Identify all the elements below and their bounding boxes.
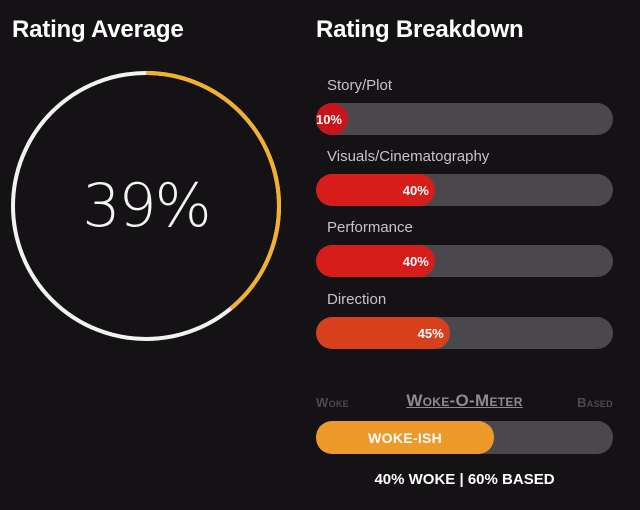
breakdown-percent: 40% [402, 182, 429, 198]
breakdown-fill: 10% [316, 103, 348, 135]
breakdown-label: Performance [327, 219, 413, 236]
breakdown-track: 40% [316, 174, 613, 206]
rating-ring-graphic [11, 71, 281, 341]
breakdown-label: Visuals/Cinematography [327, 148, 490, 165]
breakdown-item-performance: Performance 40% [316, 218, 613, 277]
rating-breakdown-title: Rating Breakdown [316, 16, 524, 43]
woke-o-meter-right-label: Based [577, 395, 613, 410]
breakdown-item-story-plot: Story/Plot 10% [316, 76, 613, 135]
woke-o-meter-title: Woke-O-Meter [406, 391, 523, 410]
breakdown-track: 10% [316, 103, 613, 135]
woke-o-meter-header: Woke Woke-O-Meter Based [316, 391, 613, 415]
woke-o-meter-fill: WOKE-ISH [316, 421, 495, 454]
rating-average-value: 39% [82, 171, 211, 241]
breakdown-percent: 45% [417, 325, 444, 341]
breakdown-label: Story/Plot [327, 77, 393, 94]
breakdown-percent: 40% [402, 253, 429, 269]
breakdown-track: 40% [316, 245, 613, 277]
breakdown-track: 45% [316, 317, 613, 349]
breakdown-fill: 45% [316, 317, 450, 349]
breakdown-item-visuals-cinematography: Visuals/Cinematography 40% [316, 147, 613, 206]
breakdown-fill: 40% [316, 245, 435, 277]
breakdown-item-direction: Direction 45% [316, 290, 613, 349]
breakdown-fill: 40% [316, 174, 435, 206]
breakdown-percent: 10% [316, 111, 342, 127]
woke-o-meter-track: WOKE-ISH [316, 421, 613, 454]
woke-o-meter-fill-label: WOKE-ISH [368, 429, 443, 446]
rating-average-ring: 39% [10, 70, 282, 342]
woke-o-meter-left-label: Woke [316, 395, 349, 410]
rating-average-title: Rating Average [12, 16, 184, 43]
woke-o-meter-summary: 40% WOKE | 60% BASED [374, 471, 555, 488]
breakdown-label: Direction [327, 291, 387, 308]
ring-progress [11, 71, 281, 341]
